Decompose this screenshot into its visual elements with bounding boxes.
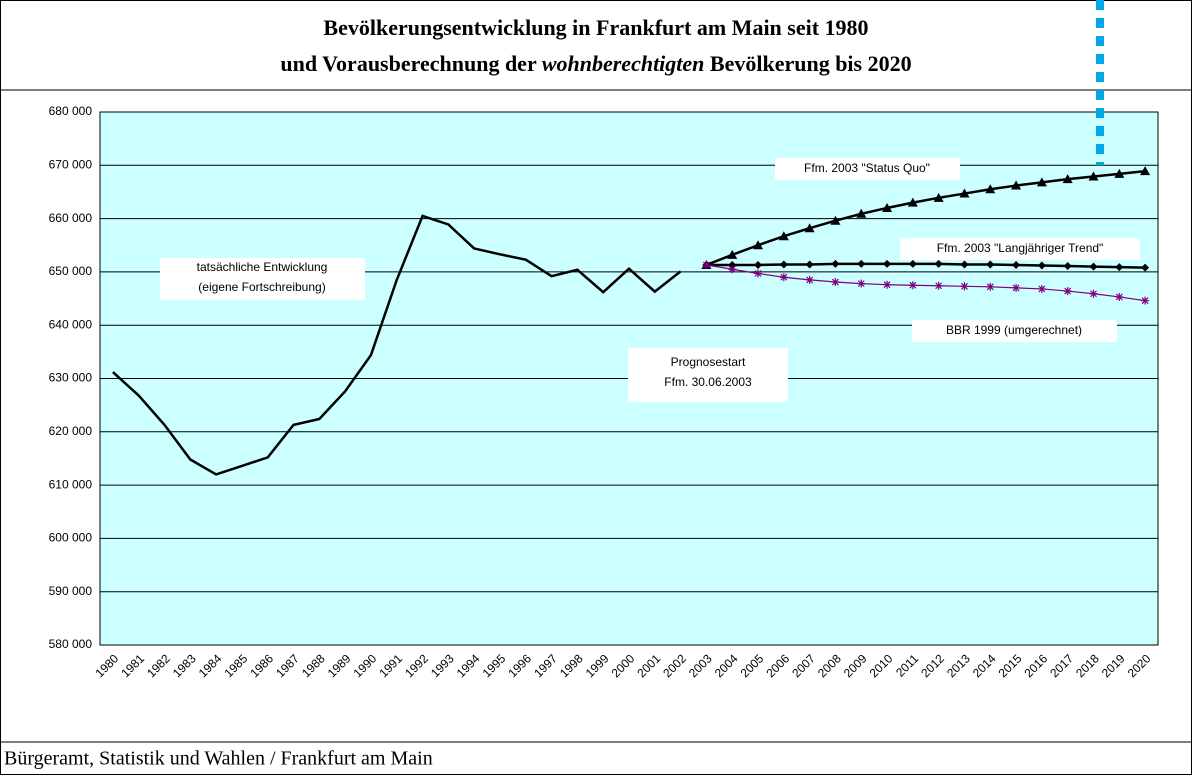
marker [805, 275, 814, 284]
annotation: (eigene Fortschreibung) [198, 280, 325, 294]
marker [1036, 177, 1047, 187]
label-box [900, 238, 1140, 260]
marker [831, 278, 840, 287]
marker [779, 273, 788, 282]
marker [830, 215, 841, 225]
y-tick-label: 640 000 [49, 317, 93, 331]
y-tick-label: 590 000 [49, 584, 93, 598]
marker [1037, 284, 1046, 293]
marker [960, 282, 969, 291]
marker [754, 260, 763, 269]
y-tick-label: 620 000 [49, 424, 93, 438]
marker [1114, 168, 1125, 178]
marker [831, 259, 840, 268]
marker [882, 202, 893, 212]
marker [960, 260, 969, 269]
marker [883, 259, 892, 268]
marker [908, 259, 917, 268]
marker [727, 249, 738, 259]
marker [985, 184, 996, 194]
marker [702, 260, 711, 269]
marker [805, 260, 814, 269]
label-box [628, 348, 788, 402]
y-tick-label: 630 000 [49, 371, 93, 385]
marker [1063, 287, 1072, 296]
y-tick-label: 580 000 [49, 637, 93, 651]
marker [986, 282, 995, 291]
marker [934, 259, 943, 268]
series-label: tatsächliche Entwicklung [197, 260, 328, 274]
marker [883, 280, 892, 289]
marker [959, 188, 970, 198]
title-part: wohnberechtigten [542, 51, 705, 76]
marker [754, 269, 763, 278]
label-box [912, 320, 1117, 342]
marker [1088, 171, 1099, 181]
series-label: Ffm. 2003 "Langjähriger Trend" [937, 241, 1104, 255]
marker [1063, 262, 1072, 271]
annotation: Prognosestart [671, 355, 746, 369]
marker [1115, 263, 1124, 272]
title-part: Bevölkerung bis 2020 [704, 51, 911, 76]
marker [1140, 166, 1151, 176]
marker [1011, 180, 1022, 190]
marker [779, 260, 788, 269]
series-label: BBR 1999 (umgerechnet) [946, 323, 1082, 337]
y-tick-label: 650 000 [49, 264, 93, 278]
y-tick-label: 670 000 [49, 157, 93, 171]
series-line [706, 264, 1146, 302]
marker [1037, 261, 1046, 270]
marker [1115, 292, 1124, 301]
series-line [112, 214, 682, 476]
chart-title: Bevölkerungsentwicklung in Frankfurt am … [323, 15, 868, 40]
series-label: Ffm. 2003 "Status Quo" [804, 161, 930, 175]
marker [933, 192, 944, 202]
title-part: und Vorausberechnung der [280, 51, 541, 76]
marker [1012, 283, 1021, 292]
marker [778, 231, 789, 241]
marker [857, 259, 866, 268]
series-line [705, 169, 1146, 267]
marker [1062, 174, 1073, 184]
marker [1141, 263, 1150, 272]
chart-title: und Vorausberechnung der wohnberechtigte… [280, 51, 911, 76]
marker [908, 281, 917, 290]
marker [753, 240, 764, 250]
marker [1012, 260, 1021, 269]
marker [986, 260, 995, 269]
annotation: Ffm. 30.06.2003 [664, 375, 752, 389]
label-box [775, 158, 960, 180]
marker [934, 281, 943, 290]
y-tick-label: 600 000 [49, 531, 93, 545]
y-tick-label: 660 000 [49, 211, 93, 225]
marker [857, 279, 866, 288]
series-line [706, 262, 1146, 269]
marker [1089, 262, 1098, 271]
y-tick-label: 610 000 [49, 477, 93, 491]
source: Bürgeramt, Statistik und Wahlen / Frankf… [4, 748, 433, 770]
label-box [160, 258, 365, 300]
marker [804, 223, 815, 233]
marker [856, 208, 867, 218]
marker [1141, 296, 1150, 305]
marker [907, 197, 918, 207]
marker [728, 265, 737, 274]
marker [1089, 289, 1098, 298]
y-tick-label: 680 000 [49, 104, 93, 118]
